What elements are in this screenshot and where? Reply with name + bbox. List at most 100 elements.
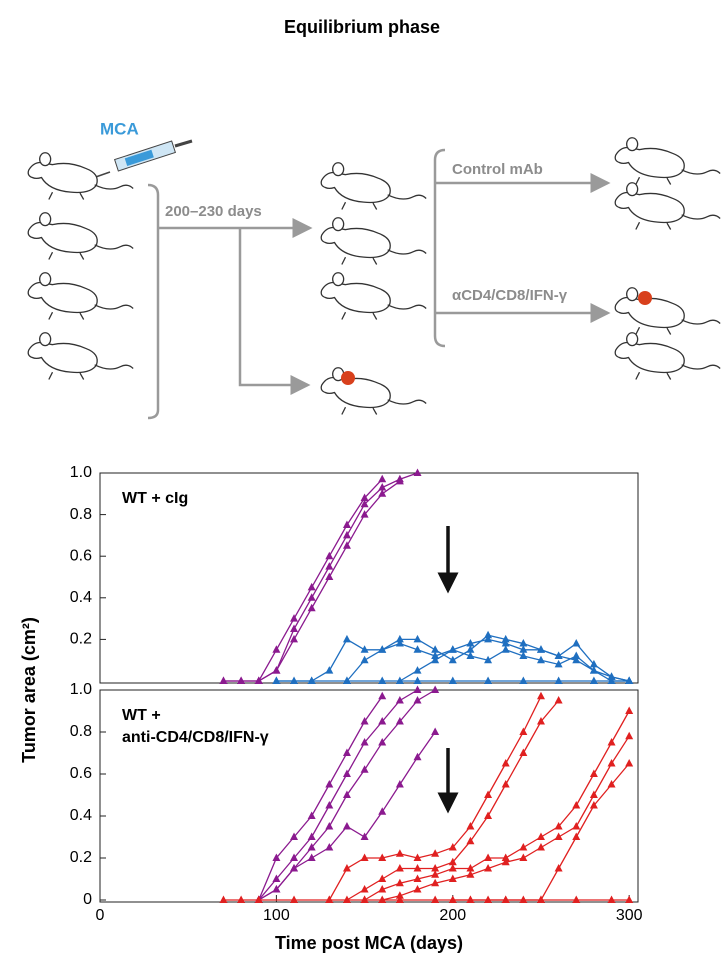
marker: [572, 639, 581, 647]
marker: [572, 895, 581, 903]
marker: [272, 666, 281, 674]
marker: [501, 857, 510, 866]
marker: [501, 639, 510, 647]
marker: [395, 849, 404, 857]
marker: [431, 645, 440, 653]
marker: [448, 645, 457, 653]
x-tick-label: 300: [616, 907, 643, 924]
marker: [554, 659, 563, 668]
mouse: [27, 332, 134, 381]
marker: [325, 843, 334, 851]
series-line: [258, 689, 418, 901]
x-tick-label: 200: [439, 907, 466, 924]
marker: [307, 853, 316, 861]
marker: [484, 853, 493, 861]
marker: [466, 895, 475, 903]
marker: [395, 780, 404, 788]
y-tick-label: 0.2: [70, 631, 92, 648]
marker: [607, 759, 616, 767]
marker: [536, 843, 545, 851]
marker: [536, 691, 545, 700]
marker: [607, 895, 616, 903]
marker: [554, 696, 563, 704]
marker: [360, 832, 369, 840]
marker: [484, 634, 493, 643]
mouse: [320, 217, 427, 266]
marker: [342, 530, 351, 539]
series-line: [258, 480, 401, 682]
x-axis-label: Time post MCA (days): [275, 933, 463, 953]
marker: [342, 541, 351, 549]
marker: [589, 790, 598, 798]
marker: [413, 864, 422, 872]
marker: [342, 769, 351, 777]
marker: [431, 655, 440, 664]
marker: [484, 655, 493, 664]
tumor: [341, 371, 355, 385]
tumor: [638, 291, 652, 305]
marker: [501, 780, 510, 788]
y-tick-label: 0.4: [70, 807, 92, 824]
marker: [607, 780, 616, 788]
marker: [360, 717, 369, 725]
marker: [413, 752, 422, 761]
marker: [307, 582, 316, 591]
marker: [395, 696, 404, 704]
marker: [360, 738, 369, 746]
marker: [501, 759, 510, 767]
marker: [413, 666, 422, 674]
marker: [413, 885, 422, 893]
marker: [254, 895, 263, 903]
marker: [219, 895, 228, 903]
marker: [431, 727, 440, 735]
interval-label: 200–230 days: [165, 203, 262, 220]
marker: [536, 645, 545, 653]
y-tick-label: 0.4: [70, 589, 92, 606]
diagram: MCA 200–230 days Control mAb αCD4/CD8/IF…: [27, 119, 721, 420]
marker: [589, 659, 598, 668]
marker: [342, 864, 351, 872]
marker: [360, 853, 369, 861]
marker: [378, 676, 387, 684]
marker: [625, 759, 634, 767]
series-line: [258, 695, 383, 901]
marker: [572, 832, 581, 840]
marker: [360, 510, 369, 518]
marker: [589, 769, 598, 777]
marker: [431, 870, 440, 878]
mouse: [320, 162, 427, 211]
marker: [519, 639, 528, 647]
marker: [395, 864, 404, 872]
annotation: anti-CD4/CD8/IFN-γ: [122, 729, 269, 746]
marker: [342, 634, 351, 643]
marker: [378, 489, 387, 497]
series-line: [364, 710, 630, 901]
marker: [342, 895, 351, 903]
marker: [554, 832, 563, 840]
y-axis-label: Tumor area (cm²): [19, 617, 39, 763]
marker: [625, 676, 634, 684]
y-tick-label: 0.6: [70, 547, 92, 564]
marker: [325, 822, 334, 830]
series-line: [223, 478, 383, 682]
mouse: [320, 367, 427, 416]
marker: [413, 676, 422, 684]
series-line: [452, 763, 630, 901]
marker: [290, 895, 299, 903]
marker: [466, 639, 475, 647]
marker: [519, 645, 528, 653]
marker: [625, 895, 634, 903]
marker: [536, 895, 545, 903]
plot-frame: [99, 689, 639, 903]
treatment-label: αCD4/CD8/IFN-γ: [452, 287, 568, 304]
marker: [395, 717, 404, 725]
marker: [378, 717, 387, 725]
marker: [237, 676, 246, 684]
marker: [272, 853, 281, 861]
marker: [484, 676, 493, 684]
marker: [431, 685, 440, 693]
marker: [395, 476, 404, 485]
marker: [307, 593, 316, 601]
marker: [378, 807, 387, 815]
marker: [431, 849, 440, 857]
